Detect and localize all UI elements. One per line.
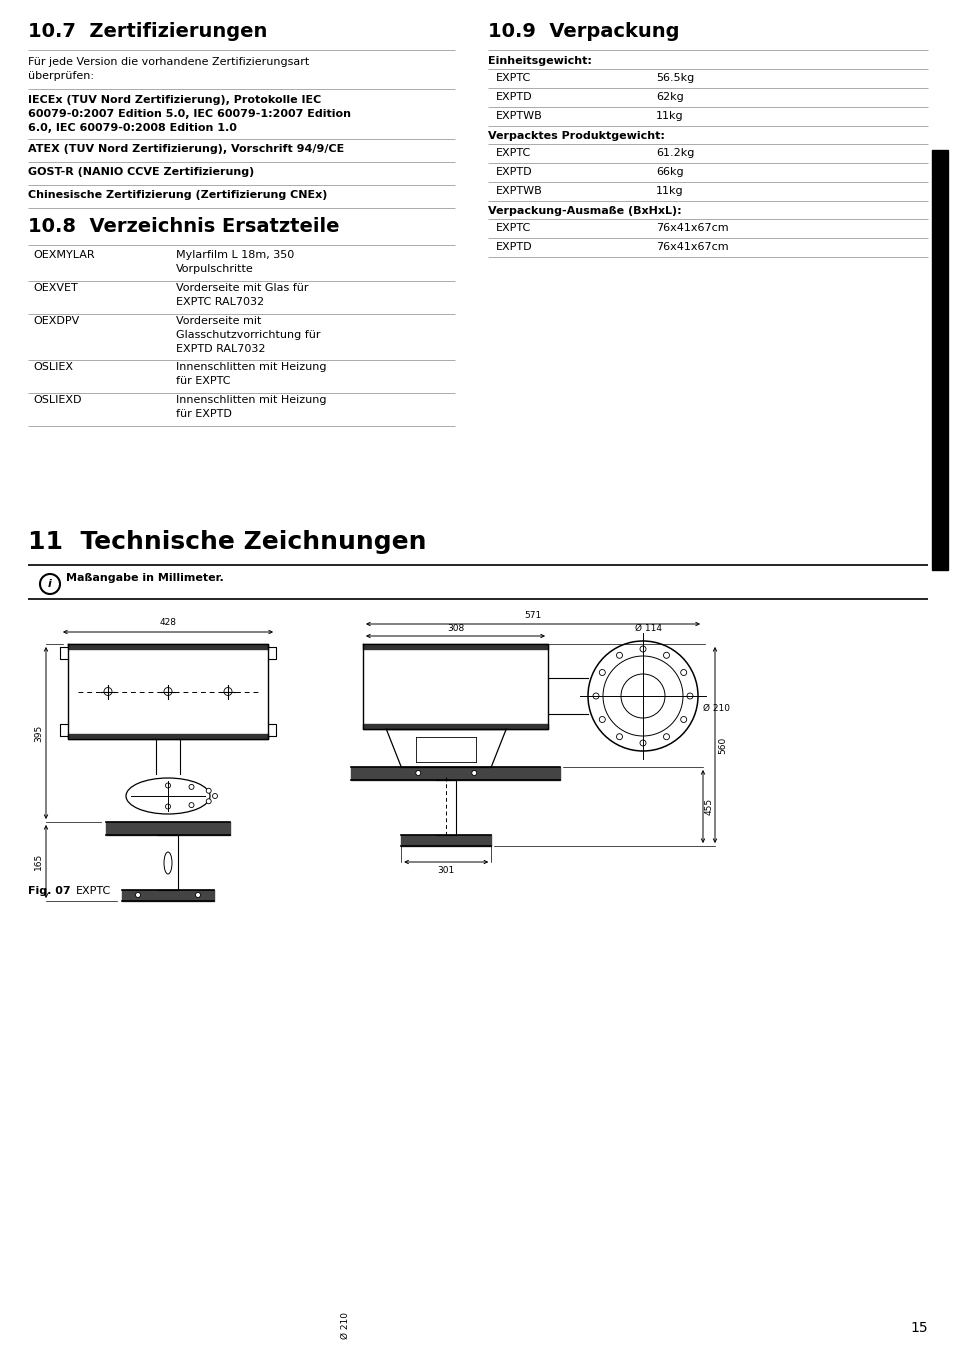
Text: Fig. 07: Fig. 07: [28, 886, 71, 896]
Text: 11kg: 11kg: [656, 111, 683, 121]
Text: Chinesische Zertifizierung (Zertifizierung CNEx): Chinesische Zertifizierung (Zertifizieru…: [28, 190, 327, 200]
Circle shape: [471, 770, 476, 776]
Text: 571: 571: [524, 611, 541, 620]
Text: EXPTD: EXPTD: [496, 167, 532, 177]
Text: EXPTD: EXPTD: [496, 92, 532, 102]
Text: 301: 301: [437, 867, 455, 875]
Text: Vorderseite mit
Glasschutzvorrichtung für
EXPTD RAL7032: Vorderseite mit Glasschutzvorrichtung fü…: [175, 315, 320, 353]
Text: EXPTC: EXPTC: [496, 73, 531, 83]
Text: EXPTD: EXPTD: [496, 242, 532, 252]
Text: DE - Deutsch - Bedienungsanleitung: DE - Deutsch - Bedienungsanleitung: [935, 283, 943, 436]
Text: ATEX (TUV Nord Zertifizierung), Vorschrift 94/9/CE: ATEX (TUV Nord Zertifizierung), Vorschri…: [28, 144, 344, 154]
Text: 395: 395: [34, 724, 43, 742]
Circle shape: [616, 653, 622, 658]
Text: Mylarfilm L 18m, 350
Vorpulschritte: Mylarfilm L 18m, 350 Vorpulschritte: [175, 250, 294, 274]
Text: EXPTC: EXPTC: [496, 223, 531, 233]
Circle shape: [135, 892, 140, 898]
Circle shape: [195, 892, 200, 898]
Circle shape: [686, 693, 692, 699]
Text: Innenschlitten mit Heizung
für EXPTC: Innenschlitten mit Heizung für EXPTC: [175, 362, 326, 386]
Text: 56.5kg: 56.5kg: [656, 73, 694, 83]
Text: OEXVET: OEXVET: [33, 283, 77, 292]
Text: Ø 210: Ø 210: [702, 704, 729, 712]
Text: Verpackung-Ausmaße (BxHxL):: Verpackung-Ausmaße (BxHxL):: [488, 206, 680, 217]
Circle shape: [662, 653, 669, 658]
Text: Verpacktes Produktgewicht:: Verpacktes Produktgewicht:: [488, 131, 664, 141]
Text: 76x41x67cm: 76x41x67cm: [656, 223, 728, 233]
Text: EXPTC: EXPTC: [76, 886, 112, 896]
Text: Innenschlitten mit Heizung
für EXPTD: Innenschlitten mit Heizung für EXPTD: [175, 395, 326, 418]
Text: EXPTWB: EXPTWB: [496, 185, 542, 196]
Bar: [931, 150, 947, 570]
Text: 428: 428: [159, 617, 176, 627]
Circle shape: [165, 783, 171, 788]
Circle shape: [680, 669, 686, 676]
Circle shape: [189, 784, 193, 789]
Text: 62kg: 62kg: [656, 92, 683, 102]
Circle shape: [639, 741, 645, 746]
Text: Für jede Version die vorhandene Zertifizierungsart
überprüfen:: Für jede Version die vorhandene Zertifiz…: [28, 57, 309, 81]
Text: 61.2kg: 61.2kg: [656, 148, 694, 158]
Text: 15: 15: [909, 1322, 927, 1335]
Text: EXPTWB: EXPTWB: [496, 111, 542, 121]
Text: 10.7  Zertifizierungen: 10.7 Zertifizierungen: [28, 22, 267, 41]
Text: 76x41x67cm: 76x41x67cm: [656, 242, 728, 252]
Text: Einheitsgewicht:: Einheitsgewicht:: [488, 56, 591, 66]
Text: 455: 455: [704, 798, 713, 815]
Text: Maßangabe in Millimeter.: Maßangabe in Millimeter.: [66, 573, 224, 584]
Text: 165: 165: [34, 853, 43, 871]
Circle shape: [598, 716, 604, 723]
Text: OEXMYLAR: OEXMYLAR: [33, 250, 94, 260]
Text: 308: 308: [446, 624, 464, 634]
Text: 11kg: 11kg: [656, 185, 683, 196]
Circle shape: [639, 646, 645, 653]
Text: OSLIEX: OSLIEX: [33, 362, 73, 372]
Text: GOST-R (NANIO CCVE Zertifizierung): GOST-R (NANIO CCVE Zertifizierung): [28, 167, 254, 177]
Circle shape: [616, 734, 622, 739]
Text: Vorderseite mit Glas für
EXPTC RAL7032: Vorderseite mit Glas für EXPTC RAL7032: [175, 283, 308, 307]
Circle shape: [206, 799, 211, 804]
Circle shape: [165, 804, 171, 808]
Text: OEXDPV: OEXDPV: [33, 315, 79, 326]
Text: 66kg: 66kg: [656, 167, 683, 177]
Text: 560: 560: [718, 737, 726, 754]
Text: 10.8  Verzeichnis Ersatzteile: 10.8 Verzeichnis Ersatzteile: [28, 217, 339, 236]
Text: 10.9  Verpackung: 10.9 Verpackung: [488, 22, 679, 41]
Circle shape: [598, 669, 604, 676]
Circle shape: [416, 770, 420, 776]
Circle shape: [189, 803, 193, 807]
Text: OSLIEXD: OSLIEXD: [33, 395, 81, 405]
Circle shape: [206, 788, 211, 793]
Text: IECEx (TUV Nord Zertifizierung), Protokolle IEC
60079-0:2007 Edition 5.0, IEC 60: IECEx (TUV Nord Zertifizierung), Protoko…: [28, 95, 351, 133]
Circle shape: [680, 716, 686, 723]
Circle shape: [593, 693, 598, 699]
Text: i: i: [48, 580, 51, 589]
Text: 11  Technische Zeichnungen: 11 Technische Zeichnungen: [28, 529, 426, 554]
Text: Ø 210: Ø 210: [340, 1312, 349, 1339]
Text: Ø 114: Ø 114: [635, 624, 661, 634]
Circle shape: [213, 793, 217, 799]
Circle shape: [662, 734, 669, 739]
Text: EXPTC: EXPTC: [496, 148, 531, 158]
